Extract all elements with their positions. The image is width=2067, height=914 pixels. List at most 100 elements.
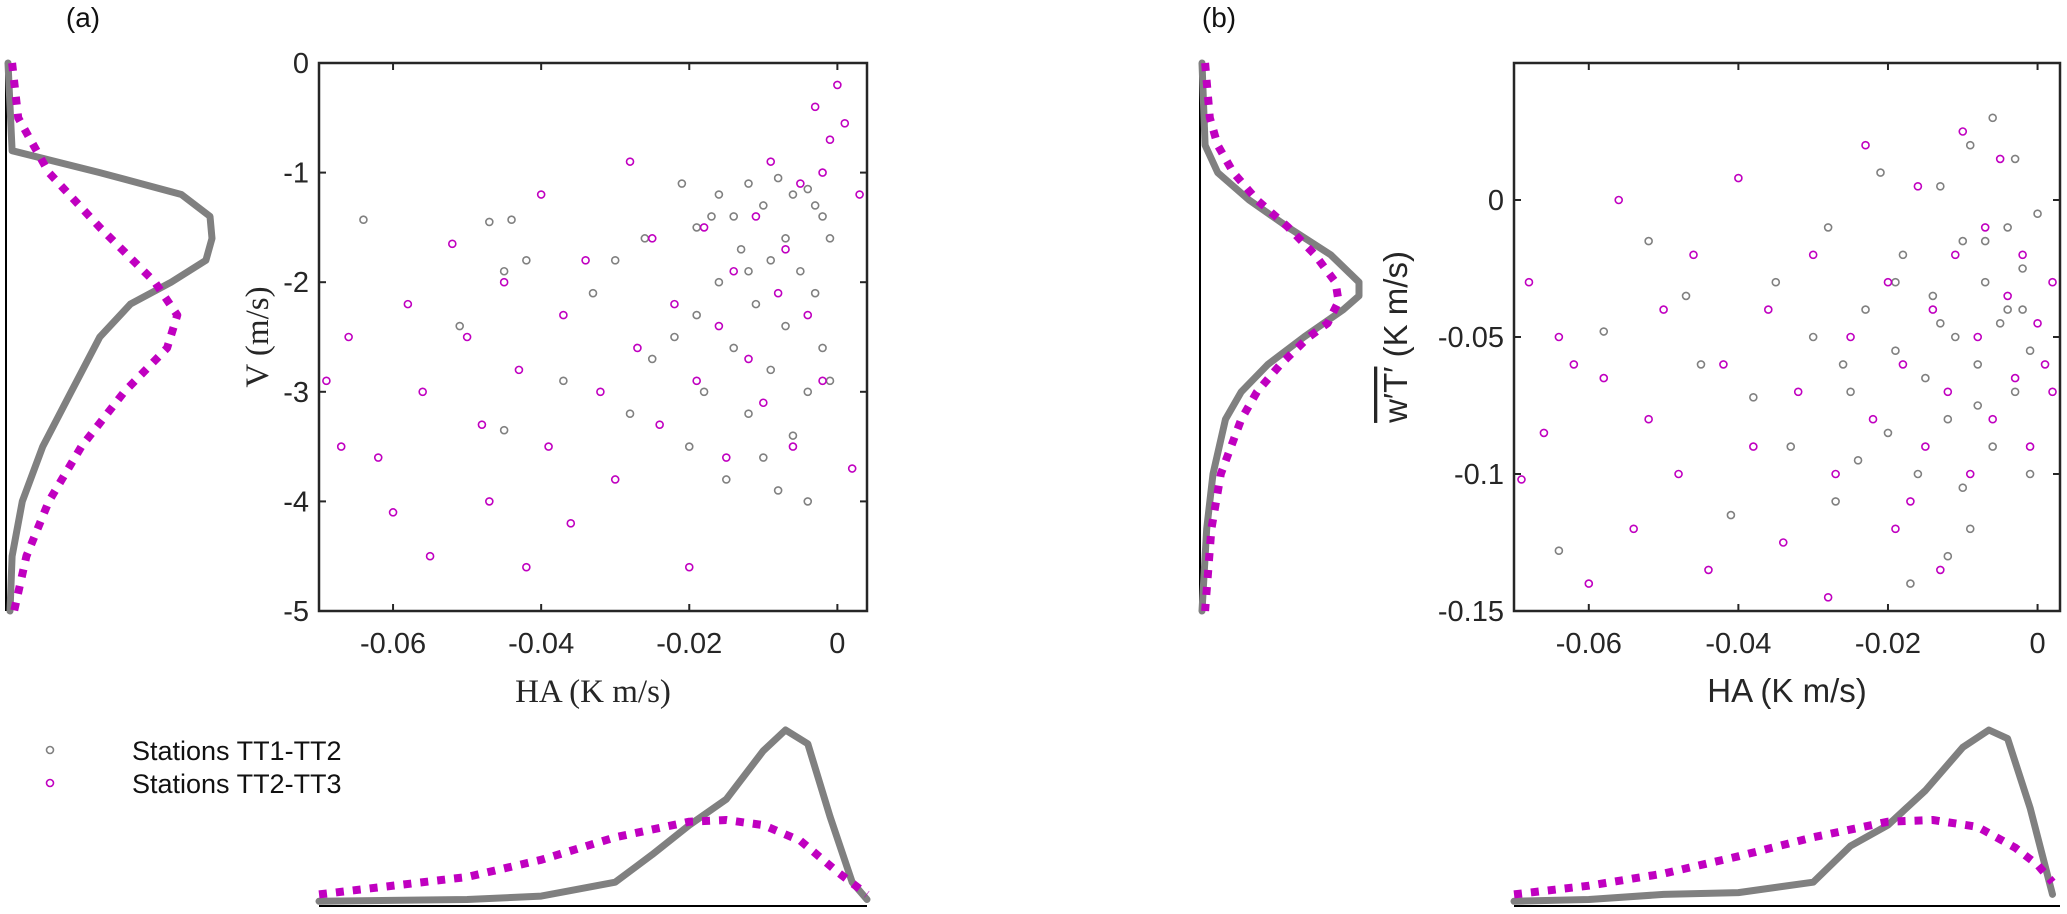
data-point xyxy=(729,212,739,221)
data-point xyxy=(788,431,798,440)
data-point xyxy=(522,562,531,572)
x-density-curve-2 xyxy=(318,816,870,899)
data-point xyxy=(1950,332,1960,342)
y-tick-label: -0.05 xyxy=(1438,322,1504,354)
data-point xyxy=(721,475,731,484)
data-point xyxy=(1838,360,1848,369)
x-axis-label-b: HA (K m/s) xyxy=(1707,672,1867,709)
data-point xyxy=(1928,305,1938,314)
data-point xyxy=(847,464,857,473)
data-point xyxy=(714,277,724,287)
data-point xyxy=(759,453,768,462)
data-point xyxy=(1793,387,1803,397)
data-point xyxy=(773,486,783,495)
data-point xyxy=(2048,387,2057,397)
data-point xyxy=(744,266,753,276)
data-point xyxy=(1973,360,1983,369)
data-point xyxy=(1614,195,1624,205)
data-point xyxy=(766,365,776,375)
data-point xyxy=(833,80,842,90)
data-point xyxy=(1778,538,1788,547)
data-point xyxy=(1913,182,1923,191)
legend-label-tt2-tt3: Stations TT2-TT3 xyxy=(132,769,342,799)
data-point xyxy=(359,215,368,225)
y-tick-label: -1 xyxy=(283,158,309,190)
data-point xyxy=(744,354,753,364)
data-point xyxy=(1704,565,1713,575)
panel-label-a: (a) xyxy=(66,2,100,33)
data-point xyxy=(1644,236,1653,246)
data-point xyxy=(477,420,487,429)
x-density-curve-2 xyxy=(1513,816,2056,899)
data-point xyxy=(803,310,813,320)
data-point xyxy=(596,387,605,397)
data-point xyxy=(507,215,516,225)
data-point xyxy=(1644,414,1653,424)
data-point xyxy=(1965,469,1975,479)
data-point xyxy=(692,223,701,232)
data-point xyxy=(2048,277,2057,287)
data-point xyxy=(714,190,724,199)
data-point xyxy=(625,409,635,419)
data-point xyxy=(1659,305,1668,314)
data-point xyxy=(1674,469,1683,479)
data-point xyxy=(684,442,694,451)
y-axis-label-b-symbol: w′T′ xyxy=(1377,367,1414,424)
data-point xyxy=(447,239,457,249)
data-point xyxy=(707,212,716,221)
panel-b: -0.06 -0.04 -0.02 0 0 -0.05 -0.1 -0.15 xyxy=(1198,59,2062,907)
svg-text:w′T′ (K m/s): w′T′ (K m/s) xyxy=(1377,251,1414,424)
data-point xyxy=(766,157,776,166)
data-point xyxy=(1891,346,1900,356)
legend: Stations TT1-TT2 Stations TT2-TT3 xyxy=(45,736,342,799)
data-point xyxy=(670,299,679,309)
data-point xyxy=(788,442,798,451)
data-point xyxy=(1965,140,1975,150)
data-point xyxy=(2040,360,2050,369)
data-point xyxy=(1943,387,1953,397)
data-point xyxy=(1883,428,1893,438)
data-point xyxy=(418,387,427,397)
data-point xyxy=(1554,332,1564,342)
data-point xyxy=(1749,442,1758,451)
x-marginal-density xyxy=(1510,726,2060,907)
data-point xyxy=(1883,277,1893,287)
data-point xyxy=(1831,469,1840,479)
panel-a: -0.06 -0.04 -0.02 0 0 -1 -2 -3 -4 -5 xyxy=(4,48,871,907)
y-marginal-density xyxy=(1198,59,1363,615)
data-point xyxy=(818,343,827,353)
data-point xyxy=(684,562,694,572)
data-point xyxy=(1681,291,1691,301)
data-point xyxy=(2010,373,2020,383)
data-point xyxy=(336,442,346,451)
data-point xyxy=(1846,332,1855,342)
data-point xyxy=(825,135,835,145)
y-tick-label: 0 xyxy=(293,48,309,80)
data-point xyxy=(1950,250,1960,260)
data-point xyxy=(1861,140,1870,150)
y-axis-label-b: w′T′ (K m/s) xyxy=(1377,251,1414,424)
scatter-series-2 xyxy=(1517,127,2057,602)
legend-marker-tt2-tt3 xyxy=(45,778,55,788)
data-point xyxy=(1995,154,2005,164)
data-point xyxy=(818,168,827,177)
data-point xyxy=(1524,277,1534,287)
data-point xyxy=(2033,318,2042,328)
data-point xyxy=(781,321,790,331)
data-point xyxy=(788,190,798,199)
data-point xyxy=(729,266,739,276)
data-point xyxy=(633,343,642,353)
data-point xyxy=(810,102,820,112)
data-point xyxy=(1936,182,1945,191)
data-point xyxy=(1995,318,2005,328)
data-point xyxy=(1921,373,1930,383)
data-point xyxy=(818,376,827,386)
data-point xyxy=(425,551,435,561)
data-point xyxy=(625,157,635,166)
data-point xyxy=(610,475,620,484)
data-point xyxy=(1734,173,1743,183)
y-density-curve-1 xyxy=(1198,59,1363,615)
data-point xyxy=(1808,332,1818,342)
data-point xyxy=(559,376,568,386)
x-tick-label: -0.04 xyxy=(1705,628,1771,660)
